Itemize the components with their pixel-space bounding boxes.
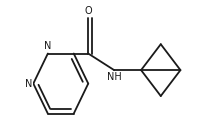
Text: NH: NH (107, 72, 121, 82)
Text: N: N (25, 79, 32, 89)
Text: O: O (84, 6, 92, 16)
Text: N: N (44, 41, 51, 51)
